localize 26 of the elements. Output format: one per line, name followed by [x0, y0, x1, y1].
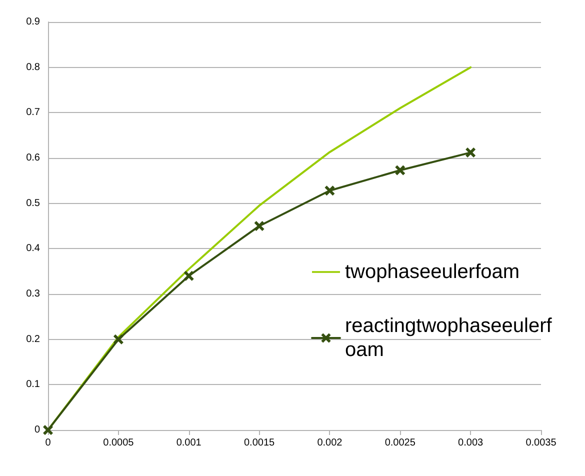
x-tick-label: 0.002 [317, 438, 343, 448]
point [395, 165, 406, 176]
y-tick-label: 0.7 [26, 107, 40, 118]
legend-label: twophaseeulerfoam [345, 261, 520, 283]
y-tick-label: 0.3 [26, 288, 40, 300]
y-tick-label: 0.9 [26, 16, 40, 28]
y-tick-label: 0.5 [26, 198, 40, 209]
y-tick-label: 0 [34, 424, 40, 436]
x-tick-label: 0.0015 [244, 438, 276, 448]
point [184, 270, 194, 281]
legend-label: reactingtwophaseeulerfoam [345, 315, 552, 361]
x-tick-label: 0 [45, 438, 52, 448]
y-tick-label: 0.1 [26, 379, 40, 390]
point [466, 148, 476, 158]
y-tick-label: 0.6 [26, 152, 40, 164]
point [324, 186, 335, 196]
x-tick-label: 0.003 [458, 438, 484, 448]
x-tick-label: 0.0035 [526, 438, 557, 448]
point [113, 334, 124, 344]
x-tick-label: 0.001 [176, 438, 202, 448]
y-tick-label: 0.4 [26, 243, 40, 254]
y-tick-label: 0.8 [26, 62, 40, 73]
point [254, 221, 264, 231]
x-tick-label: 0.0025 [384, 438, 416, 448]
x-tick-label: 0.0005 [103, 438, 134, 448]
y-tick-label: 0.2 [26, 334, 40, 345]
